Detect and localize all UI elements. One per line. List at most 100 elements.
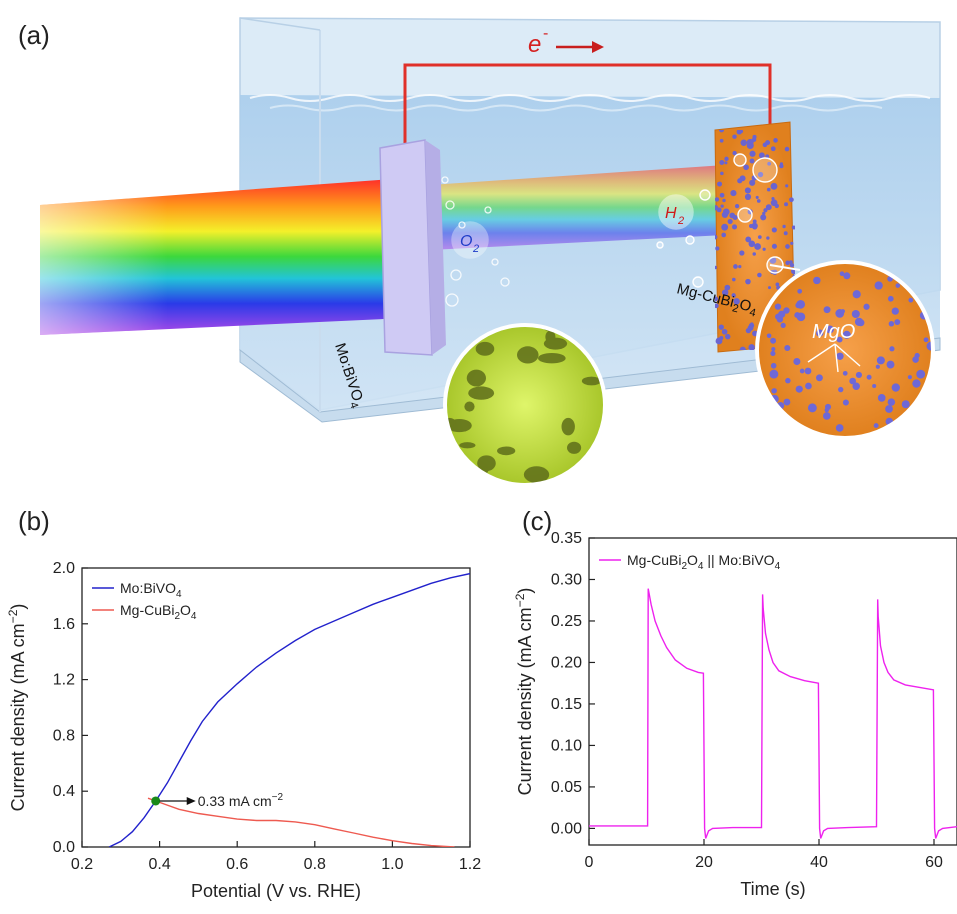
photoanode-edge [425,140,446,355]
cathode-particle [745,236,752,243]
cathode-particle [746,138,754,146]
mgo-particle [877,394,886,402]
cathode-particle [721,223,729,231]
cathode-particle [732,214,738,220]
cathode-particle [771,197,775,201]
mgo-particle [923,337,929,343]
plot-frame [81,567,471,848]
nano-pore [561,417,575,436]
svg-text:2: 2 [677,215,684,227]
cathode-particle [784,202,789,207]
cathode-particle [763,208,768,213]
cathode-particle [789,262,795,268]
cathode-particle [766,236,770,240]
x-tick-label: 0.2 [71,856,93,873]
nano-pore [545,330,556,344]
mgo-particle [784,345,791,352]
y-tick-label: 0.8 [53,727,75,744]
cathode-particle [722,198,726,203]
mgo-particle [783,307,790,314]
cathode-particle [775,282,780,287]
mgo-particle [912,356,919,363]
cathode-particle [756,199,761,203]
nano-pore [475,341,495,356]
mgo-particle [907,375,912,380]
mgo-particle [852,290,861,299]
cathode-particle [745,328,752,334]
plot-frame [588,537,957,846]
cathode-particle [789,260,793,264]
cathode-particle [719,192,725,198]
light-beam-transmitted [430,165,725,250]
cathode-particle [740,139,748,147]
legend-label-mg-cubi2o4: Mg-CuBi2O4 [120,602,197,622]
y-tick-label: 0.35 [551,530,582,547]
y-tick-label: 0.4 [53,783,75,800]
cathode-particle [749,224,754,229]
mgo-particle [797,288,803,294]
nano-pore [464,401,475,412]
cathode-particle [721,232,727,238]
cathode-particle [779,163,784,169]
cathode-particle [725,333,731,340]
mgo-particle [895,283,901,288]
svg-text:MgO: MgO [812,321,855,343]
mgo-particle [770,362,777,369]
mgo-particle [849,377,857,385]
x-tick-label: 60 [925,854,943,871]
cathode-particle [748,240,756,248]
cathode-particle [771,227,777,233]
legend-label-mo-bivo4: Mo:BiVO4 [120,580,182,600]
chart-c: 0 20 40 60 0.00 0.05 0.10 0.15 0.20 0.25 0.30 0.35 T… [513,530,957,899]
panel-c-label: (c) [522,506,552,536]
mgo-particle [866,374,872,380]
mgo-particle [891,307,899,315]
mgo-particle [771,388,777,394]
cathode-particle [718,324,724,330]
cathode-particle [770,199,778,207]
series-line-0 [108,572,470,847]
chart-b: 0.2 0.4 0.6 0.8 1.0 1.2 0.0 0.4 0.8 1.2 1.6 2.0 Pote… [6,560,481,901]
y-tick-label: 0.25 [551,613,582,630]
mgo-particle [924,416,930,422]
cathode-particle [715,234,718,240]
annotation-label: 0.33 mA cm−2 [198,792,284,809]
tank-top-edge [239,17,321,31]
mgo-particle [885,405,893,413]
y-tick-label: 0.30 [551,571,582,588]
cathode-particle [732,134,737,139]
mgo-particle [785,377,791,384]
mgo-particle [855,371,862,379]
svg-text:H: H [665,205,677,222]
h2-bubble: H 2 [658,194,694,230]
y-tick-label: 0.0 [53,839,75,856]
cathode-particle [748,344,755,350]
nano-pore [566,441,582,454]
mgo-particle [783,398,791,406]
mgo-particle [843,272,851,280]
mgo-particle [825,325,834,334]
x-tick-label: 1.0 [381,856,403,873]
x-tick-label: 0.6 [226,856,248,873]
y-axis-label: Current density (mA cm−2) [6,604,28,812]
mgo-particle [816,329,824,337]
cathode-particle [722,208,730,216]
cathode-particle [749,150,756,157]
cathode-particle [765,204,772,211]
panel-a-label: (a) [18,20,50,50]
mgo-particle [813,276,821,285]
cathode-particle [731,293,736,298]
cathode-particle [727,218,733,225]
cathode-particle [721,328,728,335]
series-line-0 [589,588,957,839]
annotation-arrow-head [186,796,196,805]
cathode-particle [715,296,719,302]
mgo-particle [874,281,883,290]
mgo-particle [854,317,864,327]
cathode-particle [791,225,795,230]
mgo-particle [795,385,803,393]
nano-pore [538,353,566,364]
mgo-particle [780,322,786,329]
series-line-1 [147,797,455,847]
